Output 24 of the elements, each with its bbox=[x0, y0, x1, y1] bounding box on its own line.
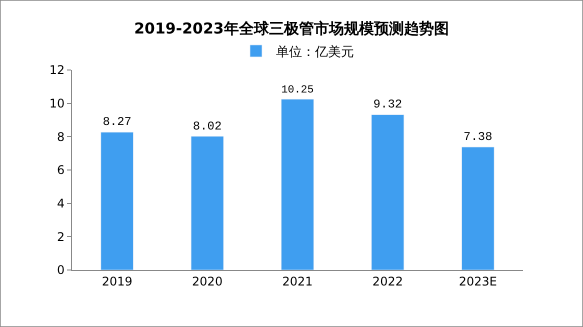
bar bbox=[190, 136, 224, 270]
chart-title: 2019-2023年全球三极管市场规模预测趋势图 bbox=[134, 19, 449, 38]
x-tick-label: 2022 bbox=[372, 274, 403, 288]
data-label: 8.27 bbox=[102, 115, 132, 130]
data-label: 8.02 bbox=[192, 119, 222, 134]
y-tick-label: 2 bbox=[56, 230, 65, 244]
y-tick-label: 12 bbox=[49, 63, 65, 78]
x-tick-label: 2021 bbox=[282, 274, 313, 288]
x-tick-label: 2019 bbox=[102, 274, 132, 288]
y-tick-label: 6 bbox=[56, 163, 65, 178]
data-label: 9.32 bbox=[373, 98, 402, 112]
y-tick-label: 8 bbox=[56, 130, 65, 144]
data-label: 7.38 bbox=[463, 130, 492, 144]
bar bbox=[371, 114, 404, 270]
y-tick-label: 10 bbox=[49, 96, 65, 111]
bar bbox=[100, 132, 134, 270]
y-tick-label: 0 bbox=[56, 263, 65, 278]
legend-label: 单位：亿美元 bbox=[276, 44, 354, 60]
data-label: 10.25 bbox=[281, 84, 314, 97]
y-tick-label: 4 bbox=[56, 196, 65, 211]
x-tick-label: 2023E bbox=[458, 274, 497, 288]
x-tick-label: 2020 bbox=[192, 274, 223, 288]
bar bbox=[281, 98, 314, 270]
bar bbox=[461, 146, 494, 270]
